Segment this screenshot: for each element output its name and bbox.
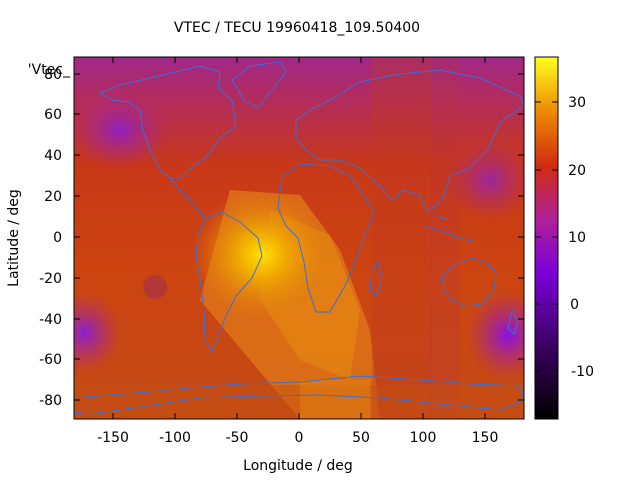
- y-tick-label: 60: [44, 107, 62, 123]
- new-zealand-coast: [507, 308, 519, 335]
- colorbar-tick-label: 0: [570, 297, 579, 313]
- y-tick-label: 40: [44, 148, 62, 164]
- north-america-coast: [98, 65, 237, 179]
- series-key-label: 'Vtec_: [28, 62, 71, 78]
- x-tick-label: 50: [352, 430, 370, 446]
- colorbar-tick-label: 30: [568, 95, 586, 111]
- x-axis-label: Longitude / deg: [243, 458, 353, 474]
- greenland-coast: [231, 61, 287, 109]
- madagascar-coast: [369, 260, 383, 297]
- y-tick-label: -60: [39, 352, 62, 368]
- colorbar: [534, 56, 559, 420]
- antarctica-coast: [74, 375, 524, 415]
- colorbar-tick-label: 10: [568, 230, 586, 246]
- x-tick-label: -50: [226, 430, 249, 446]
- x-tick-label: 100: [410, 430, 437, 446]
- y-tick-labels: 80 60 40 20 0 -20 -40 -60 -80: [39, 67, 62, 409]
- central-america-coast: [169, 177, 207, 219]
- y-axis-label: Latitude / deg: [6, 189, 22, 287]
- x-tick-labels: -150 -100 -50 0 50 100 150: [97, 430, 498, 446]
- eurasia-coast: [295, 69, 524, 213]
- y-tick-label: -20: [39, 271, 62, 287]
- colorbar-tick-label: -10: [571, 364, 594, 380]
- coastlines: [74, 61, 524, 415]
- africa-coast: [277, 163, 375, 313]
- chart-title: VTEC / TECU 19960418_109.50400: [174, 20, 420, 36]
- colorbar-tick-labels: 30 20 10 0 -10: [568, 95, 594, 380]
- y-tick-label: -40: [39, 312, 62, 328]
- x-tick-label: -150: [97, 430, 129, 446]
- y-tick-label: 20: [44, 189, 62, 205]
- colorbar-tick-label: 20: [568, 163, 586, 179]
- south-america-coast: [195, 211, 263, 354]
- y-tick-label: 80: [44, 67, 62, 83]
- x-tick-label: -100: [159, 430, 191, 446]
- y-tick-label: 0: [53, 230, 62, 246]
- y-tick-marks: [74, 73, 524, 401]
- x-tick-label: 0: [295, 430, 304, 446]
- x-tick-marks: [112, 57, 486, 419]
- y-tick-label: -80: [39, 393, 62, 409]
- australia-coast: [441, 257, 497, 307]
- colorbar-tick-marks: [535, 101, 558, 372]
- x-tick-label: 150: [472, 430, 499, 446]
- indonesia-coast: [425, 215, 477, 243]
